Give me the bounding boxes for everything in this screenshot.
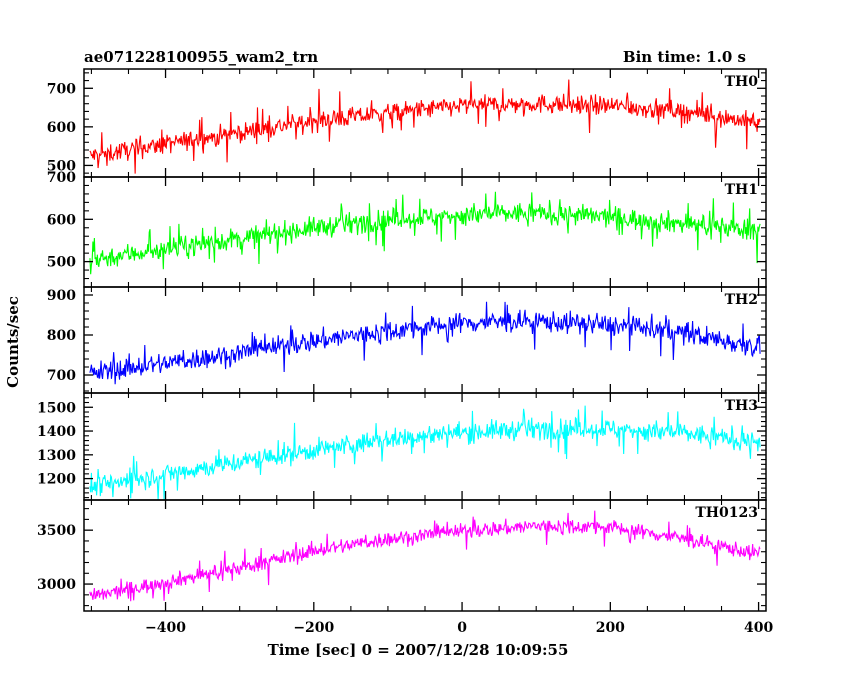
y-tick-label: 1300 (37, 448, 76, 464)
x-tick-label: 200 (596, 620, 625, 636)
y-tick-label: 800 (47, 328, 76, 344)
x-tick-label: 400 (744, 620, 773, 636)
y-tick-label: 600 (47, 120, 76, 136)
panel-frame (83, 499, 767, 612)
series-line-th3 (89, 405, 761, 500)
y-tick-label: 3500 (37, 523, 76, 539)
y-tick-label: 1400 (37, 424, 76, 440)
y-axis-label: Counts/sec (4, 296, 22, 388)
y-tick-label: 1200 (37, 472, 76, 488)
series-line-th2 (89, 301, 761, 385)
y-tick-label: 3000 (37, 577, 76, 593)
series-name-label: TH0 (725, 74, 759, 90)
x-tick-label: −200 (293, 620, 334, 636)
panel-th0123: 3000 3500 TH0123 (37, 499, 767, 612)
panel-frame (83, 176, 767, 288)
panels-group: 500 600 700 TH0 500 600 700 TH1 700 800 900 TH2 1200… (37, 68, 767, 612)
series-line-th1 (89, 191, 761, 275)
chart-title-left: ae071228100955_wam2_trn (84, 48, 318, 66)
x-tick-label: −400 (145, 620, 186, 636)
y-tick-label: 500 (47, 158, 76, 174)
y-tick-label: 1500 (37, 400, 76, 416)
y-tick-label: 700 (47, 170, 76, 186)
y-tick-label: 900 (47, 288, 76, 304)
panel-th1: 500 600 700 TH1 (47, 170, 767, 288)
y-tick-label: 600 (47, 212, 76, 228)
series-name-label: TH1 (725, 182, 758, 198)
y-tick-label: 700 (47, 81, 76, 97)
series-line-th0123 (89, 510, 761, 602)
panel-frame (83, 68, 767, 178)
y-tick-label: 500 (47, 255, 76, 271)
panel-th3: 1200 1300 1400 1500 TH3 (37, 392, 767, 501)
x-tick-label: 0 (457, 620, 467, 636)
series-name-label: TH0123 (695, 505, 758, 521)
y-tick-label: 700 (47, 368, 76, 384)
x-axis-label: Time [sec] 0 = 2007/12/28 10:09:55 (268, 641, 569, 659)
series-name-label: TH2 (725, 292, 758, 308)
series-name-label: TH3 (725, 398, 758, 414)
panel-th0: 500 600 700 TH0 (47, 68, 767, 178)
panel-frame (83, 286, 767, 394)
x-axis: −400 −200 0 200 400 (145, 620, 773, 636)
panel-th2: 700 800 900 TH2 (47, 286, 767, 394)
chart-title-right: Bin time: 1.0 s (623, 48, 746, 66)
series-line-th0 (89, 79, 761, 174)
